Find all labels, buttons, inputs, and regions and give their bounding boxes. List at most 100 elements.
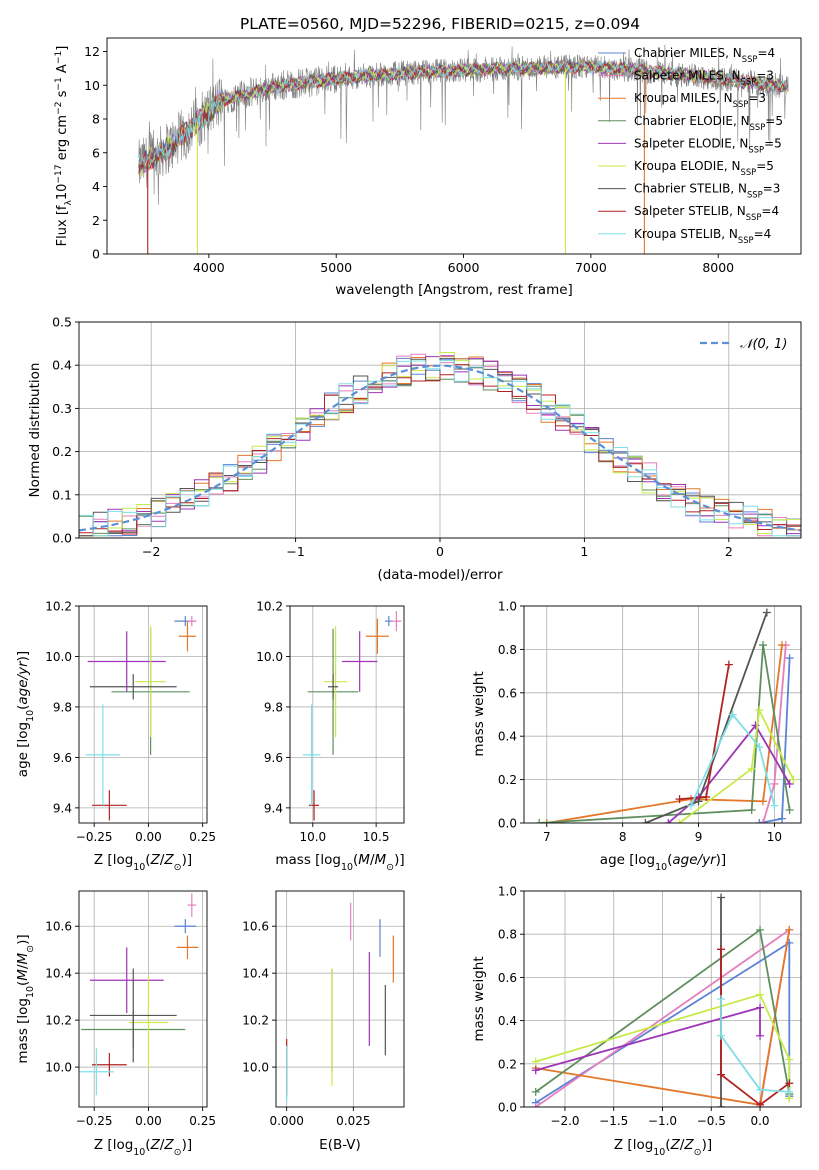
- x-tick-label: 8: [619, 830, 627, 844]
- series-marker: [778, 641, 787, 650]
- x-tick-label: 8000: [702, 260, 734, 275]
- y-tick-label: 0.2: [52, 444, 72, 459]
- series-kroupa_stelib: [717, 995, 794, 1096]
- series-marker: [785, 779, 794, 788]
- series-marker: [755, 819, 764, 823]
- plot-area-age_vs_mass: [302, 611, 402, 821]
- y-tick-label: 9.4: [53, 801, 72, 815]
- series-marker: [717, 893, 726, 902]
- y-tick-label: 0: [92, 247, 100, 262]
- series-kroupa_stelib: [686, 710, 779, 810]
- x-axis-label: Z [log10(Z/Z⊙)]: [614, 1137, 712, 1158]
- series-marker: [756, 990, 765, 999]
- series-line: [535, 993, 791, 1099]
- normal-distribution-curve: [79, 364, 801, 532]
- histogram-kroupa_miles: [79, 355, 801, 537]
- y-tick-label: 10.6: [45, 920, 72, 934]
- series-marker: [531, 1103, 540, 1107]
- series-marker: [770, 779, 779, 788]
- plot-area-mass_vs_ebv: [286, 902, 394, 1103]
- panels: 4000 5000 6000 7000 8000024681012wavelength …: [15, 37, 802, 1158]
- figure-title: PLATE=0560, MJD=52296, FIBERID=0215, z=0…: [240, 15, 640, 33]
- y-tick-label: 6: [92, 145, 100, 160]
- x-tick-label: 0.0: [750, 1114, 769, 1128]
- y-tick-label: 10.2: [45, 1014, 72, 1028]
- series-marker: [756, 1003, 765, 1012]
- series-line: [720, 999, 790, 1093]
- x-tick-label: −2: [142, 544, 160, 559]
- y-tick-label: 10.2: [242, 1014, 269, 1028]
- series-marker: [531, 1066, 540, 1075]
- x-tick-label: 10.5: [363, 830, 390, 844]
- errorbar-point-salpeter_miles: [391, 611, 402, 632]
- errorbar-point-chabrier_miles: [174, 919, 197, 934]
- x-tick-label: −0.5: [697, 1114, 726, 1128]
- errorbar-point-kroupa_stelib: [85, 704, 121, 806]
- y-axis-label: mass weight: [471, 956, 487, 1041]
- plot-area-mass_vs_Z: [79, 893, 199, 1096]
- model-spectrum-chabrier_elodie: [138, 60, 789, 172]
- series-salpeter_elodie: [531, 1003, 765, 1075]
- series-chabrier_stelib: [641, 608, 771, 823]
- y-tick-label: 4: [92, 179, 100, 194]
- y-axis-label: Flux [fλ10−17 erg cm−2 s−1 A−1]: [54, 46, 74, 247]
- axes-frame: [523, 605, 802, 824]
- plot-area-residual_histogram: [79, 352, 801, 537]
- x-tick-label: −1: [286, 544, 304, 559]
- spectrum-legend: Chabrier MILES, NSSP=4 Salpeter MILES, NS…: [598, 46, 783, 245]
- series-marker: [531, 1057, 540, 1066]
- x-tick-label: −1.0: [648, 1114, 677, 1128]
- series-marker: [717, 995, 726, 1003]
- errorbar-point-kroupa_stelib: [79, 1048, 114, 1096]
- x-tick-label: 0.00: [135, 830, 162, 844]
- errorbar-point-kroupa_miles: [176, 935, 199, 960]
- plot-area-massweight_vs_age: [535, 608, 798, 823]
- series-marker: [770, 801, 779, 810]
- y-tick-label: 10.0: [45, 650, 72, 664]
- chart-residual_histogram: −2 −1 0 1 2 0.0 0.1 0.2 0.3 0.4 0.5 (data-model)/er…: [27, 315, 802, 583]
- series-line: [546, 644, 783, 823]
- legend-entry: Chabrier STELIB, NSSP=3: [634, 182, 780, 200]
- series-marker: [747, 764, 756, 773]
- legend-entry: 𝒩(0, 1): [740, 337, 787, 352]
- y-tick-label: 9.8: [53, 700, 72, 714]
- series-marker: [755, 706, 764, 715]
- x-tick-label: 10.0: [299, 830, 326, 844]
- legend-entry: Salpeter ELODIE, NSSP=5: [634, 136, 782, 154]
- chart-spectrum: 4000 5000 6000 7000 8000 0 2 4 6 8 10 12 wavelength …: [54, 37, 802, 298]
- series-marker: [759, 797, 768, 806]
- errorbar-point-salpeter_elodie: [87, 631, 166, 692]
- x-axis-label: age [log10(age/yr)]: [600, 852, 726, 873]
- errorbar-point-salpeter_miles: [187, 616, 197, 627]
- legend-entry: Kroupa STELIB, NSSP=4: [634, 227, 771, 245]
- x-tick-label: 0.25: [189, 830, 216, 844]
- y-tick-label: 1.0: [498, 600, 517, 614]
- legend-entry: Kroupa MILES, NSSP=3: [634, 91, 766, 109]
- chart-massweight_vs_age: 7 8 9 10 0.0 0.2 0.4 0.6 0.8 1.0 age [log10(age/yr…: [471, 600, 802, 873]
- series-marker: [675, 819, 684, 823]
- series-line: [690, 712, 776, 806]
- legend-entry: Kroupa ELODIE, NSSP=5: [634, 159, 774, 177]
- x-axis-label: Z [log10(Z/Z⊙)]: [94, 1137, 192, 1158]
- legend-entry: Salpeter MILES, NSSP=3: [634, 69, 774, 87]
- y-tick-label: 9.6: [264, 751, 283, 765]
- series-marker: [785, 654, 794, 663]
- x-tick-label: 0.00: [135, 1114, 162, 1128]
- y-tick-label: 9.4: [264, 801, 283, 815]
- series-marker: [762, 608, 771, 617]
- errorbar-point-salpeter_stelib: [92, 1053, 127, 1077]
- x-tick-label: 5000: [320, 260, 352, 275]
- x-axis-label: (data-model)/error: [377, 567, 503, 583]
- y-tick-label: 0.3: [52, 401, 72, 416]
- axes-frame: [523, 890, 802, 1108]
- series-marker: [728, 710, 737, 719]
- y-tick-label: 12: [84, 44, 100, 59]
- y-tick-label: 0.8: [498, 928, 517, 942]
- series-marker: [778, 814, 787, 823]
- y-tick-label: 0.6: [498, 686, 517, 700]
- histogram-legend: 𝒩(0, 1): [700, 337, 787, 352]
- series-chabrier_miles: [755, 654, 794, 823]
- y-tick-label: 0.4: [498, 1014, 517, 1028]
